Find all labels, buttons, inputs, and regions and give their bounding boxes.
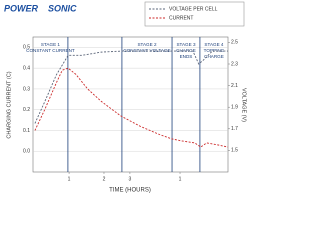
legend-label: VOLTAGE PER CELL bbox=[169, 6, 218, 12]
y-tick-label: 0.1 bbox=[23, 128, 30, 134]
y2-axis-title: VOLTAGE (V) bbox=[241, 88, 247, 122]
series-line bbox=[34, 67, 229, 148]
legend-box bbox=[144, 1, 245, 27]
stage-label: CONSTANT CURRENT bbox=[26, 48, 75, 53]
x-tick-label: 2 bbox=[103, 176, 106, 182]
x-tick-label: 3 bbox=[129, 176, 132, 182]
stage-label: STAGE 4 bbox=[204, 42, 224, 47]
y2-tick-label: 2.5 bbox=[231, 40, 238, 46]
stage-label: STAGE 3 bbox=[176, 42, 196, 47]
y-tick-label: 0.2 bbox=[23, 107, 30, 113]
y2-tick-label: 1.5 bbox=[231, 148, 238, 154]
chart: POWER SONIC TIME (HOURS) CHARGING CURREN… bbox=[4, 1, 247, 194]
y2-tick-label: 1.7 bbox=[231, 126, 238, 132]
plot-area bbox=[32, 36, 229, 173]
stage-label: STAGE 2 bbox=[137, 42, 157, 47]
y2-tick-label: 1.9 bbox=[231, 105, 238, 111]
y2-tick-label: 2.3 bbox=[231, 61, 238, 67]
stage-label: CHARGE bbox=[204, 54, 224, 59]
logo-power: POWER bbox=[4, 3, 39, 13]
x-tick-label: 1 bbox=[179, 176, 182, 182]
legend-label: CURRENT bbox=[169, 15, 193, 21]
x-tick-label: 1 bbox=[68, 176, 71, 182]
stage-label: STAGE 1 bbox=[41, 42, 61, 47]
y-tick-label: 0.5 bbox=[23, 45, 30, 51]
y-tick-label: 0.4 bbox=[23, 65, 30, 71]
stage-label: ENDS bbox=[180, 54, 193, 59]
x-axis-title: TIME (HOURS) bbox=[109, 188, 151, 194]
y-axis-title: CHARGING CURRENT (C) bbox=[6, 71, 12, 138]
logo-sonic: SONIC bbox=[48, 3, 77, 13]
y2-tick-label: 2.1 bbox=[231, 83, 238, 89]
y-tick-label: 0.3 bbox=[23, 86, 30, 92]
y-tick-label: 0.0 bbox=[23, 149, 30, 155]
series-line bbox=[34, 50, 228, 124]
